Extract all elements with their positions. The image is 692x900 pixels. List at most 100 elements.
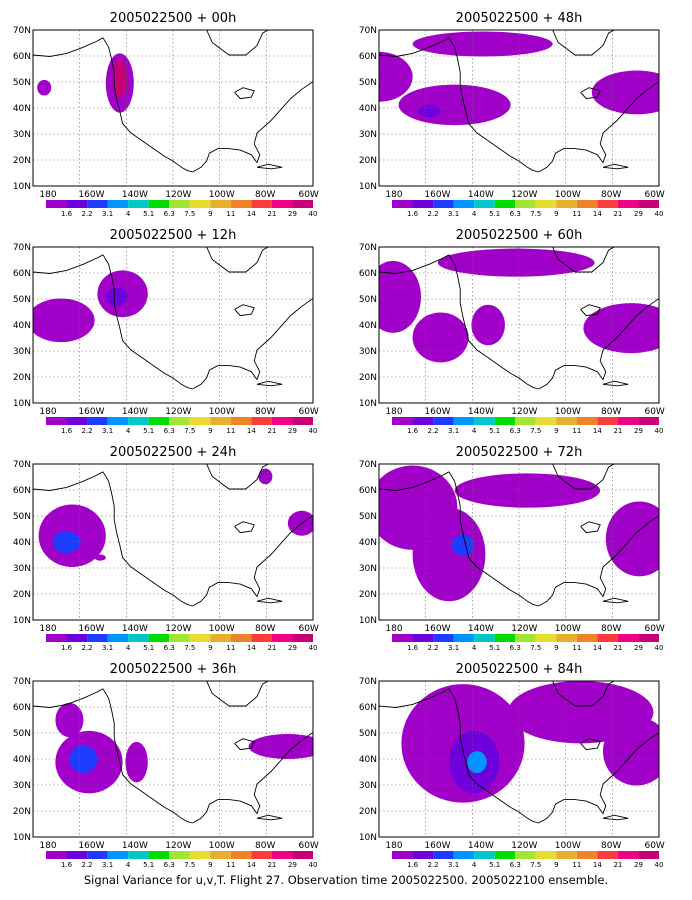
colorbar-label: 2.2 bbox=[82, 427, 93, 435]
signal-contour bbox=[112, 59, 127, 98]
colorbar-label: 14 bbox=[247, 427, 256, 435]
lon-label: 160W bbox=[424, 841, 450, 851]
coastline bbox=[379, 247, 659, 390]
colorbar-label: 1.6 bbox=[61, 210, 73, 218]
lat-label: 60N bbox=[13, 269, 31, 279]
colorbar: 1.6 2.2 3.1 4 5.1 6.3 7.5 9 11 14 21 29 40 bbox=[392, 634, 663, 652]
lat-label: 60N bbox=[13, 486, 31, 496]
colorbar-label: 4 bbox=[472, 210, 477, 218]
colorbar-label: 9 bbox=[208, 427, 212, 435]
colorbar-swatch bbox=[230, 851, 252, 859]
lon-label: 120W bbox=[165, 407, 191, 417]
colorbar-swatch bbox=[189, 417, 211, 425]
colorbar-label: 7.5 bbox=[530, 427, 541, 435]
colorbar-label: 3.1 bbox=[102, 644, 113, 652]
lat-label: 50N bbox=[13, 78, 31, 88]
colorbar-label: 5.1 bbox=[489, 427, 500, 435]
colorbar-label: 29 bbox=[634, 427, 643, 435]
colorbar-label: 5.1 bbox=[489, 644, 500, 652]
colorbar-label: 21 bbox=[613, 427, 622, 435]
colorbar-label: 11 bbox=[226, 210, 235, 218]
lon-label: 80W bbox=[601, 190, 621, 200]
colorbar-swatch bbox=[453, 634, 475, 642]
colorbar-label: 21 bbox=[267, 861, 276, 869]
lon-label: 60W bbox=[644, 190, 664, 200]
colorbar-label: 1.6 bbox=[61, 427, 73, 435]
lon-label: 80W bbox=[601, 407, 621, 417]
lon-label: 180 bbox=[39, 190, 56, 200]
panel-title: 2005022500 + 60h bbox=[456, 228, 583, 243]
colorbar-swatch bbox=[210, 417, 231, 425]
lon-label: 80W bbox=[601, 841, 621, 851]
lon-label: 160W bbox=[78, 407, 104, 417]
lat-label: 20N bbox=[13, 373, 31, 383]
colorbar-swatch bbox=[169, 200, 190, 208]
colorbar-label: 40 bbox=[655, 861, 664, 869]
colorbar-swatch bbox=[638, 634, 659, 642]
gridlines bbox=[379, 30, 659, 186]
colorbar-label: 21 bbox=[613, 210, 622, 218]
map-panel: 2005022500 + 48h 70N 60N 50N 40N 30N 20N 10N 180… bbox=[359, 11, 665, 218]
colorbar-swatch bbox=[535, 417, 557, 425]
colorbar-label: 5.1 bbox=[143, 427, 154, 435]
colorbar-label: 7.5 bbox=[530, 861, 541, 869]
colorbar-label: 14 bbox=[593, 427, 602, 435]
signal-contour bbox=[125, 741, 148, 783]
signal-contour bbox=[379, 51, 413, 102]
colorbar-swatch bbox=[576, 200, 598, 208]
colorbar-label: 3.1 bbox=[102, 210, 113, 218]
colorbar-swatch bbox=[128, 417, 149, 425]
gridlines bbox=[33, 681, 313, 837]
colorbar-label: 7.5 bbox=[184, 861, 195, 869]
colorbar-label: 7.5 bbox=[184, 427, 195, 435]
gridlines bbox=[379, 247, 659, 403]
colorbar-label: 11 bbox=[572, 427, 581, 435]
lat-label: 10N bbox=[13, 399, 31, 409]
colorbar-label: 29 bbox=[288, 861, 297, 869]
colorbar-swatch bbox=[412, 200, 434, 208]
signal-field bbox=[379, 31, 659, 126]
colorbar-swatch bbox=[597, 200, 618, 208]
colorbar-label: 21 bbox=[613, 861, 622, 869]
lat-label: 40N bbox=[359, 538, 377, 548]
colorbar-label: 2.2 bbox=[82, 644, 93, 652]
colorbar-swatch bbox=[515, 851, 536, 859]
colorbar-label: 5.1 bbox=[143, 210, 154, 218]
colorbar-label: 21 bbox=[267, 427, 276, 435]
lon-label: 140W bbox=[468, 190, 494, 200]
signal-contour bbox=[94, 554, 106, 561]
signal-contour bbox=[52, 531, 81, 553]
colorbar-swatch bbox=[535, 851, 557, 859]
colorbar-swatch bbox=[107, 417, 129, 425]
lat-label: 50N bbox=[13, 295, 31, 305]
colorbar-swatch bbox=[87, 200, 108, 208]
lon-label: 120W bbox=[511, 190, 537, 200]
lon-label: 100W bbox=[209, 407, 235, 417]
coastline bbox=[379, 464, 659, 607]
colorbar-label: 29 bbox=[634, 644, 643, 652]
colorbar-swatch bbox=[189, 851, 211, 859]
colorbar-label: 14 bbox=[247, 644, 256, 652]
signal-field bbox=[38, 468, 313, 567]
colorbar-swatch bbox=[515, 200, 536, 208]
lat-label: 40N bbox=[13, 321, 31, 331]
lon-label: 100W bbox=[555, 624, 581, 634]
colorbar-label: 2.2 bbox=[428, 210, 439, 218]
colorbar-swatch bbox=[292, 200, 313, 208]
colorbar-swatch bbox=[107, 200, 129, 208]
colorbar-swatch bbox=[87, 851, 108, 859]
lat-label: 40N bbox=[359, 321, 377, 331]
gridlines bbox=[33, 247, 313, 403]
lon-label: 160W bbox=[424, 190, 450, 200]
colorbar-swatch bbox=[433, 851, 454, 859]
colorbar-label: 21 bbox=[267, 644, 276, 652]
lat-label: 60N bbox=[359, 703, 377, 713]
lon-label: 80W bbox=[255, 407, 275, 417]
lat-label: 10N bbox=[359, 833, 377, 843]
colorbar-swatch bbox=[66, 200, 88, 208]
colorbar-swatch bbox=[638, 417, 659, 425]
map-frame bbox=[378, 29, 660, 187]
colorbar-swatch bbox=[638, 851, 659, 859]
colorbar-label: 1.6 bbox=[407, 644, 419, 652]
colorbar-label: 4 bbox=[472, 861, 477, 869]
